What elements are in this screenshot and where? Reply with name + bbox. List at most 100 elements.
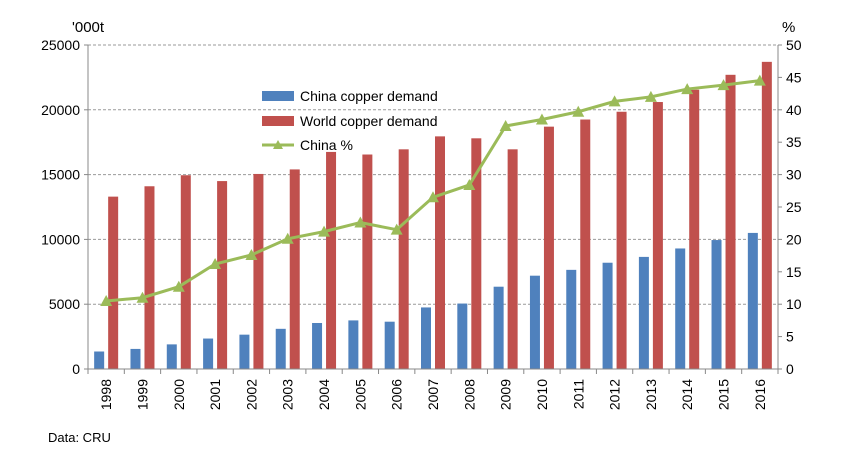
china-percent-marker xyxy=(354,216,367,228)
bar-world-demand xyxy=(652,102,663,370)
bar-china-demand xyxy=(638,256,649,369)
bar-world-demand xyxy=(108,196,119,369)
bar-china-demand xyxy=(203,338,214,369)
gridlines xyxy=(88,44,778,305)
bar-china-demand xyxy=(312,322,323,369)
china-percent-marker xyxy=(753,74,766,86)
legend-label-world-demand: World copper demand xyxy=(300,113,437,129)
bar-china-demand xyxy=(675,248,686,369)
x-tick-label: 2011 xyxy=(570,379,586,409)
right-tick-label: 10 xyxy=(786,296,802,312)
bar-china-demand xyxy=(348,320,359,369)
right-tick-label: 15 xyxy=(786,264,802,280)
legend-label-china-demand: China copper demand xyxy=(300,88,438,104)
x-tick-label: 2002 xyxy=(243,379,259,410)
legend-swatch-world-demand xyxy=(262,116,294,126)
bar-china-demand xyxy=(457,303,468,369)
china-percent-marker xyxy=(318,225,331,237)
china-percent-marker xyxy=(427,191,439,203)
x-tick-label: 2007 xyxy=(425,379,441,410)
bar-china-demand xyxy=(566,269,577,369)
x-tick-label: 2015 xyxy=(716,379,732,410)
left-axis-ticks: 0 5000 10000 15000 20000 25000 xyxy=(41,37,88,377)
bar-china-demand xyxy=(275,328,286,369)
bar-china-demand xyxy=(94,351,105,369)
china-percent-marker xyxy=(644,90,657,102)
x-tick-label: 2013 xyxy=(643,379,659,410)
bar-world-demand xyxy=(689,89,700,369)
bar-china-demand xyxy=(529,275,540,369)
left-tick-label: 5000 xyxy=(49,296,80,312)
bar-world-demand xyxy=(580,119,591,370)
left-tick-label: 0 xyxy=(72,361,80,377)
bar-china-demand xyxy=(711,240,722,369)
bar-world-demand xyxy=(217,181,228,369)
bar-china-demand xyxy=(130,348,141,369)
bar-series xyxy=(94,61,772,370)
bar-world-demand xyxy=(507,149,518,369)
x-tick-label: 2000 xyxy=(171,379,187,410)
bar-world-demand xyxy=(180,175,191,369)
x-tick-label: 2012 xyxy=(607,379,623,410)
bar-world-demand xyxy=(289,169,300,369)
right-tick-label: 5 xyxy=(786,329,794,345)
china-percent-marker xyxy=(463,178,476,190)
bar-world-demand xyxy=(398,149,409,369)
china-percent-marker xyxy=(535,113,548,125)
left-tick-label: 20000 xyxy=(41,102,80,118)
x-tick-label: 2003 xyxy=(280,379,296,410)
bar-china-demand xyxy=(166,344,177,369)
china-percent-marker xyxy=(717,79,730,91)
bar-world-demand xyxy=(435,136,445,369)
china-percent-marker xyxy=(499,120,512,131)
x-tick-label: 2004 xyxy=(316,379,332,410)
x-tick-label: 2001 xyxy=(207,379,223,410)
bar-china-demand xyxy=(493,286,504,369)
legend-swatch-china-percent-marker xyxy=(273,140,283,149)
x-tick-label: 2008 xyxy=(461,379,477,410)
china-percent-marker xyxy=(572,105,585,117)
left-tick-label: 15000 xyxy=(41,167,80,183)
left-tick-label: 10000 xyxy=(41,231,80,247)
china-percent-line xyxy=(100,74,766,306)
china-percent-marker xyxy=(608,95,621,107)
bar-china-demand xyxy=(421,307,431,369)
x-tick-label: 2009 xyxy=(498,379,514,410)
bar-world-demand xyxy=(253,173,264,369)
bar-world-demand xyxy=(761,61,772,370)
bar-world-demand xyxy=(471,138,482,369)
china-percent-marker xyxy=(100,294,113,306)
bar-world-demand xyxy=(725,74,736,370)
left-axis-unit: '000t xyxy=(72,19,105,36)
china-percent-marker xyxy=(281,232,294,244)
right-tick-label: 40 xyxy=(786,102,802,118)
source-note: Data: CRU xyxy=(48,430,111,445)
bar-world-demand xyxy=(144,186,155,369)
bar-china-demand xyxy=(602,262,613,369)
legend: China copper demand World copper demand … xyxy=(262,88,438,153)
bar-world-demand xyxy=(362,154,373,369)
right-tick-label: 0 xyxy=(786,361,794,377)
x-tick-label: 1998 xyxy=(98,379,114,410)
right-tick-label: 35 xyxy=(786,134,802,150)
bar-world-demand xyxy=(326,151,337,369)
right-tick-label: 30 xyxy=(786,167,802,183)
right-tick-label: 25 xyxy=(786,199,802,215)
right-axis-unit: % xyxy=(782,19,795,36)
china-percent-marker xyxy=(172,280,185,292)
china-percent-marker xyxy=(136,291,149,303)
x-tick-label: 2014 xyxy=(679,379,695,410)
china-percent-marker xyxy=(245,248,258,260)
bar-world-demand xyxy=(543,126,554,369)
china-percent-marker xyxy=(681,83,694,95)
right-tick-label: 45 xyxy=(786,69,802,85)
left-tick-label: 25000 xyxy=(41,37,80,53)
x-tick-label: 2005 xyxy=(352,379,368,410)
x-tick-label: 2016 xyxy=(752,379,768,410)
bar-china-demand xyxy=(747,232,758,369)
legend-swatch-china-demand xyxy=(262,91,294,101)
legend-label-china-percent: China % xyxy=(300,137,353,153)
bar-china-demand xyxy=(384,321,395,369)
right-tick-label: 50 xyxy=(786,37,802,53)
